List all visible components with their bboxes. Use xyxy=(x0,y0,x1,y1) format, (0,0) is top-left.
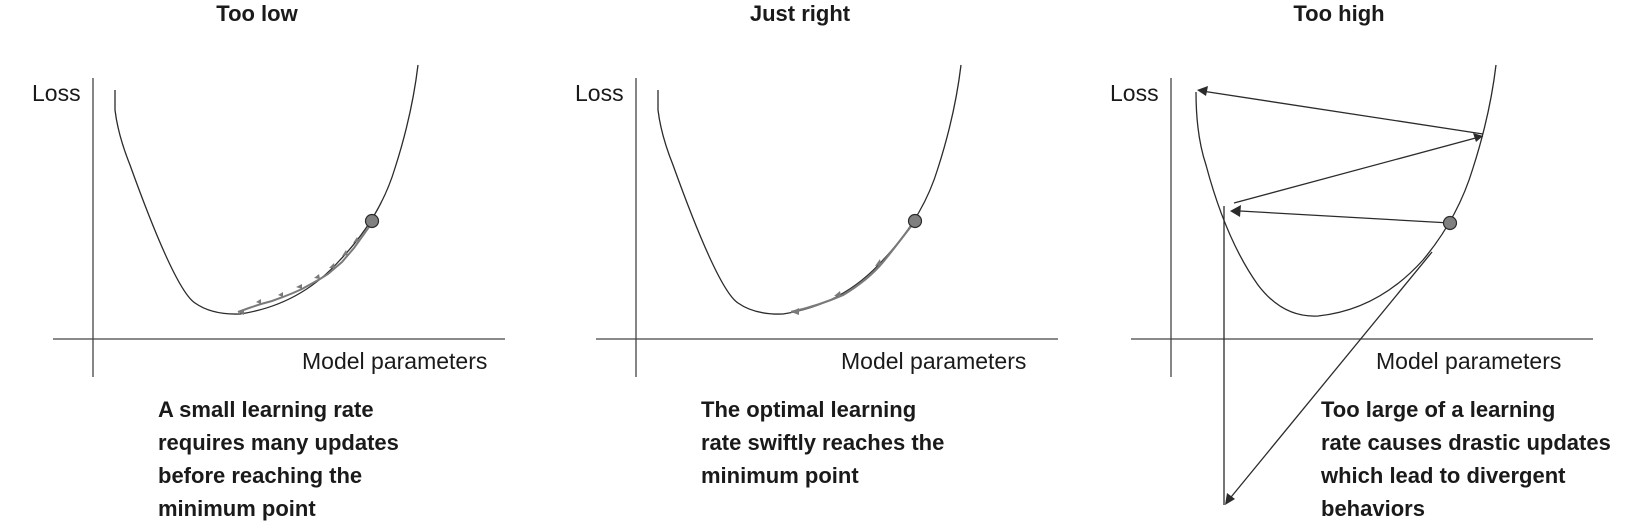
caption-line: before reaching the xyxy=(158,463,363,488)
caption: Too large of a learning rate causes dras… xyxy=(1321,393,1611,525)
step-arrow-3 xyxy=(1201,90,1484,135)
caption-line: Too large of a learning xyxy=(1321,397,1556,422)
y-axis-label: Loss xyxy=(32,80,81,106)
panel-too-high: Too high Loss Model parameters Too large… xyxy=(1078,0,1650,525)
caption-line: minimum point xyxy=(158,496,316,521)
loss-plot: Loss Model parameters xyxy=(32,64,505,377)
loss-curve xyxy=(657,64,962,315)
panel-title: Too high xyxy=(1293,1,1385,26)
y-axis-label: Loss xyxy=(575,80,624,106)
step-arrow-2 xyxy=(1233,135,1484,204)
loss-curve xyxy=(114,64,419,315)
caption: A small learning rate requires many upda… xyxy=(158,393,399,525)
x-axis-label: Model parameters xyxy=(1376,348,1561,374)
start-point xyxy=(1442,215,1458,231)
caption-line: behaviors xyxy=(1321,496,1425,521)
x-axis-label: Model parameters xyxy=(302,348,487,374)
caption-line: A small learning rate xyxy=(158,397,374,422)
panel-just-right: Just right Loss Model parameters The opt… xyxy=(543,0,1093,525)
start-point xyxy=(364,213,380,229)
step-arrow-1 xyxy=(1239,210,1451,224)
loss-plot: Loss Model parameters xyxy=(1110,64,1593,505)
caption-line: requires many updates xyxy=(158,430,399,455)
start-point xyxy=(907,213,923,229)
loss-curve xyxy=(1195,64,1497,317)
caption: The optimal learning rate swiftly reache… xyxy=(701,393,944,492)
panel-too-low: Too low Loss Model parameters A small le… xyxy=(0,0,550,525)
small-step-arrowheads xyxy=(238,237,359,315)
caption-line: minimum point xyxy=(701,463,859,488)
caption-line: rate swiftly reaches the xyxy=(701,430,945,455)
optimal-step-arrowheads xyxy=(791,259,881,315)
caption-line: which lead to divergent xyxy=(1321,463,1566,488)
panel-title: Too low xyxy=(216,1,298,26)
small-steps-path xyxy=(237,220,373,313)
panel-title: Just right xyxy=(749,1,851,26)
divergent-arrowheads xyxy=(1197,86,1483,505)
step-arrow-4 xyxy=(1226,251,1433,503)
caption-line: The optimal learning xyxy=(701,397,917,422)
optimal-steps-path xyxy=(790,220,916,314)
caption-line: rate causes drastic updates xyxy=(1321,430,1611,455)
x-axis-label: Model parameters xyxy=(841,348,1026,374)
divergent-steps xyxy=(1201,90,1484,505)
y-axis-label: Loss xyxy=(1110,80,1159,106)
loss-plot: Loss Model parameters xyxy=(575,64,1058,377)
